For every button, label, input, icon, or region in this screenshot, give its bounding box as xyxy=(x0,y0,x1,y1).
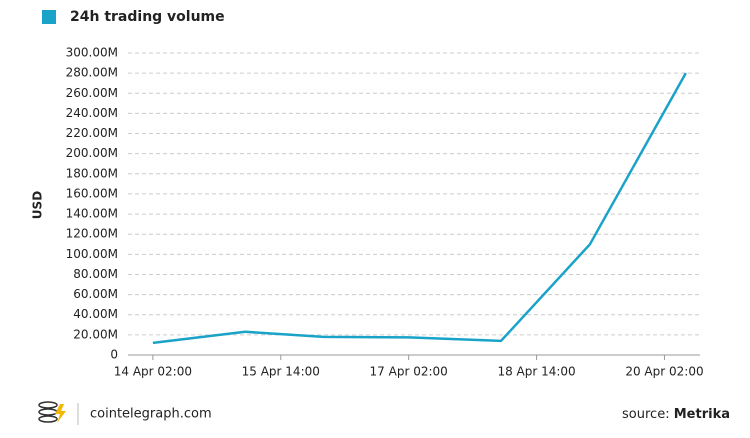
y-tick-label: 80.00M xyxy=(73,267,118,281)
line xyxy=(152,72,687,345)
x-tick-label: 18 Apr 14:00 xyxy=(497,365,575,379)
x-tick-label: 15 Apr 14:00 xyxy=(242,365,320,379)
y-tick-label: 140.00M xyxy=(66,207,118,221)
y-tick-label: 220.00M xyxy=(66,126,118,140)
y-tick-label: 200.00M xyxy=(66,146,118,160)
y-axis-label: USD xyxy=(31,191,45,219)
y-tick-label: 280.00M xyxy=(66,66,118,80)
y-tick-label: 300.00M xyxy=(66,46,118,60)
source-name: Metrika xyxy=(674,407,730,422)
source-label: source: xyxy=(622,407,670,422)
footer-source: source: Metrika xyxy=(622,407,730,422)
x-tick-label: 17 Apr 02:00 xyxy=(370,365,448,379)
y-tick-label: 240.00M xyxy=(66,106,118,120)
y-tick-label: 0 xyxy=(110,348,118,362)
legend-label: 24h trading volume xyxy=(70,9,225,25)
y-tick-label: 160.00M xyxy=(66,186,118,200)
y-tick-label: 180.00M xyxy=(66,166,118,180)
logo xyxy=(38,401,66,423)
x-tick-label: 14 Apr 02:00 xyxy=(114,365,192,379)
y-tick-label: 60.00M xyxy=(73,287,118,301)
legend-swatch xyxy=(42,10,56,24)
x-tick-label: 20 Apr 02:00 xyxy=(625,365,703,379)
y-tick-label: 40.00M xyxy=(73,307,118,321)
y-tick-label: 100.00M xyxy=(66,247,118,261)
y-tick-label: 260.00M xyxy=(66,86,118,100)
y-tick-label: 120.00M xyxy=(66,227,118,241)
footer-site: cointelegraph.com xyxy=(90,407,212,422)
y-tick-label: 20.00M xyxy=(73,327,118,341)
